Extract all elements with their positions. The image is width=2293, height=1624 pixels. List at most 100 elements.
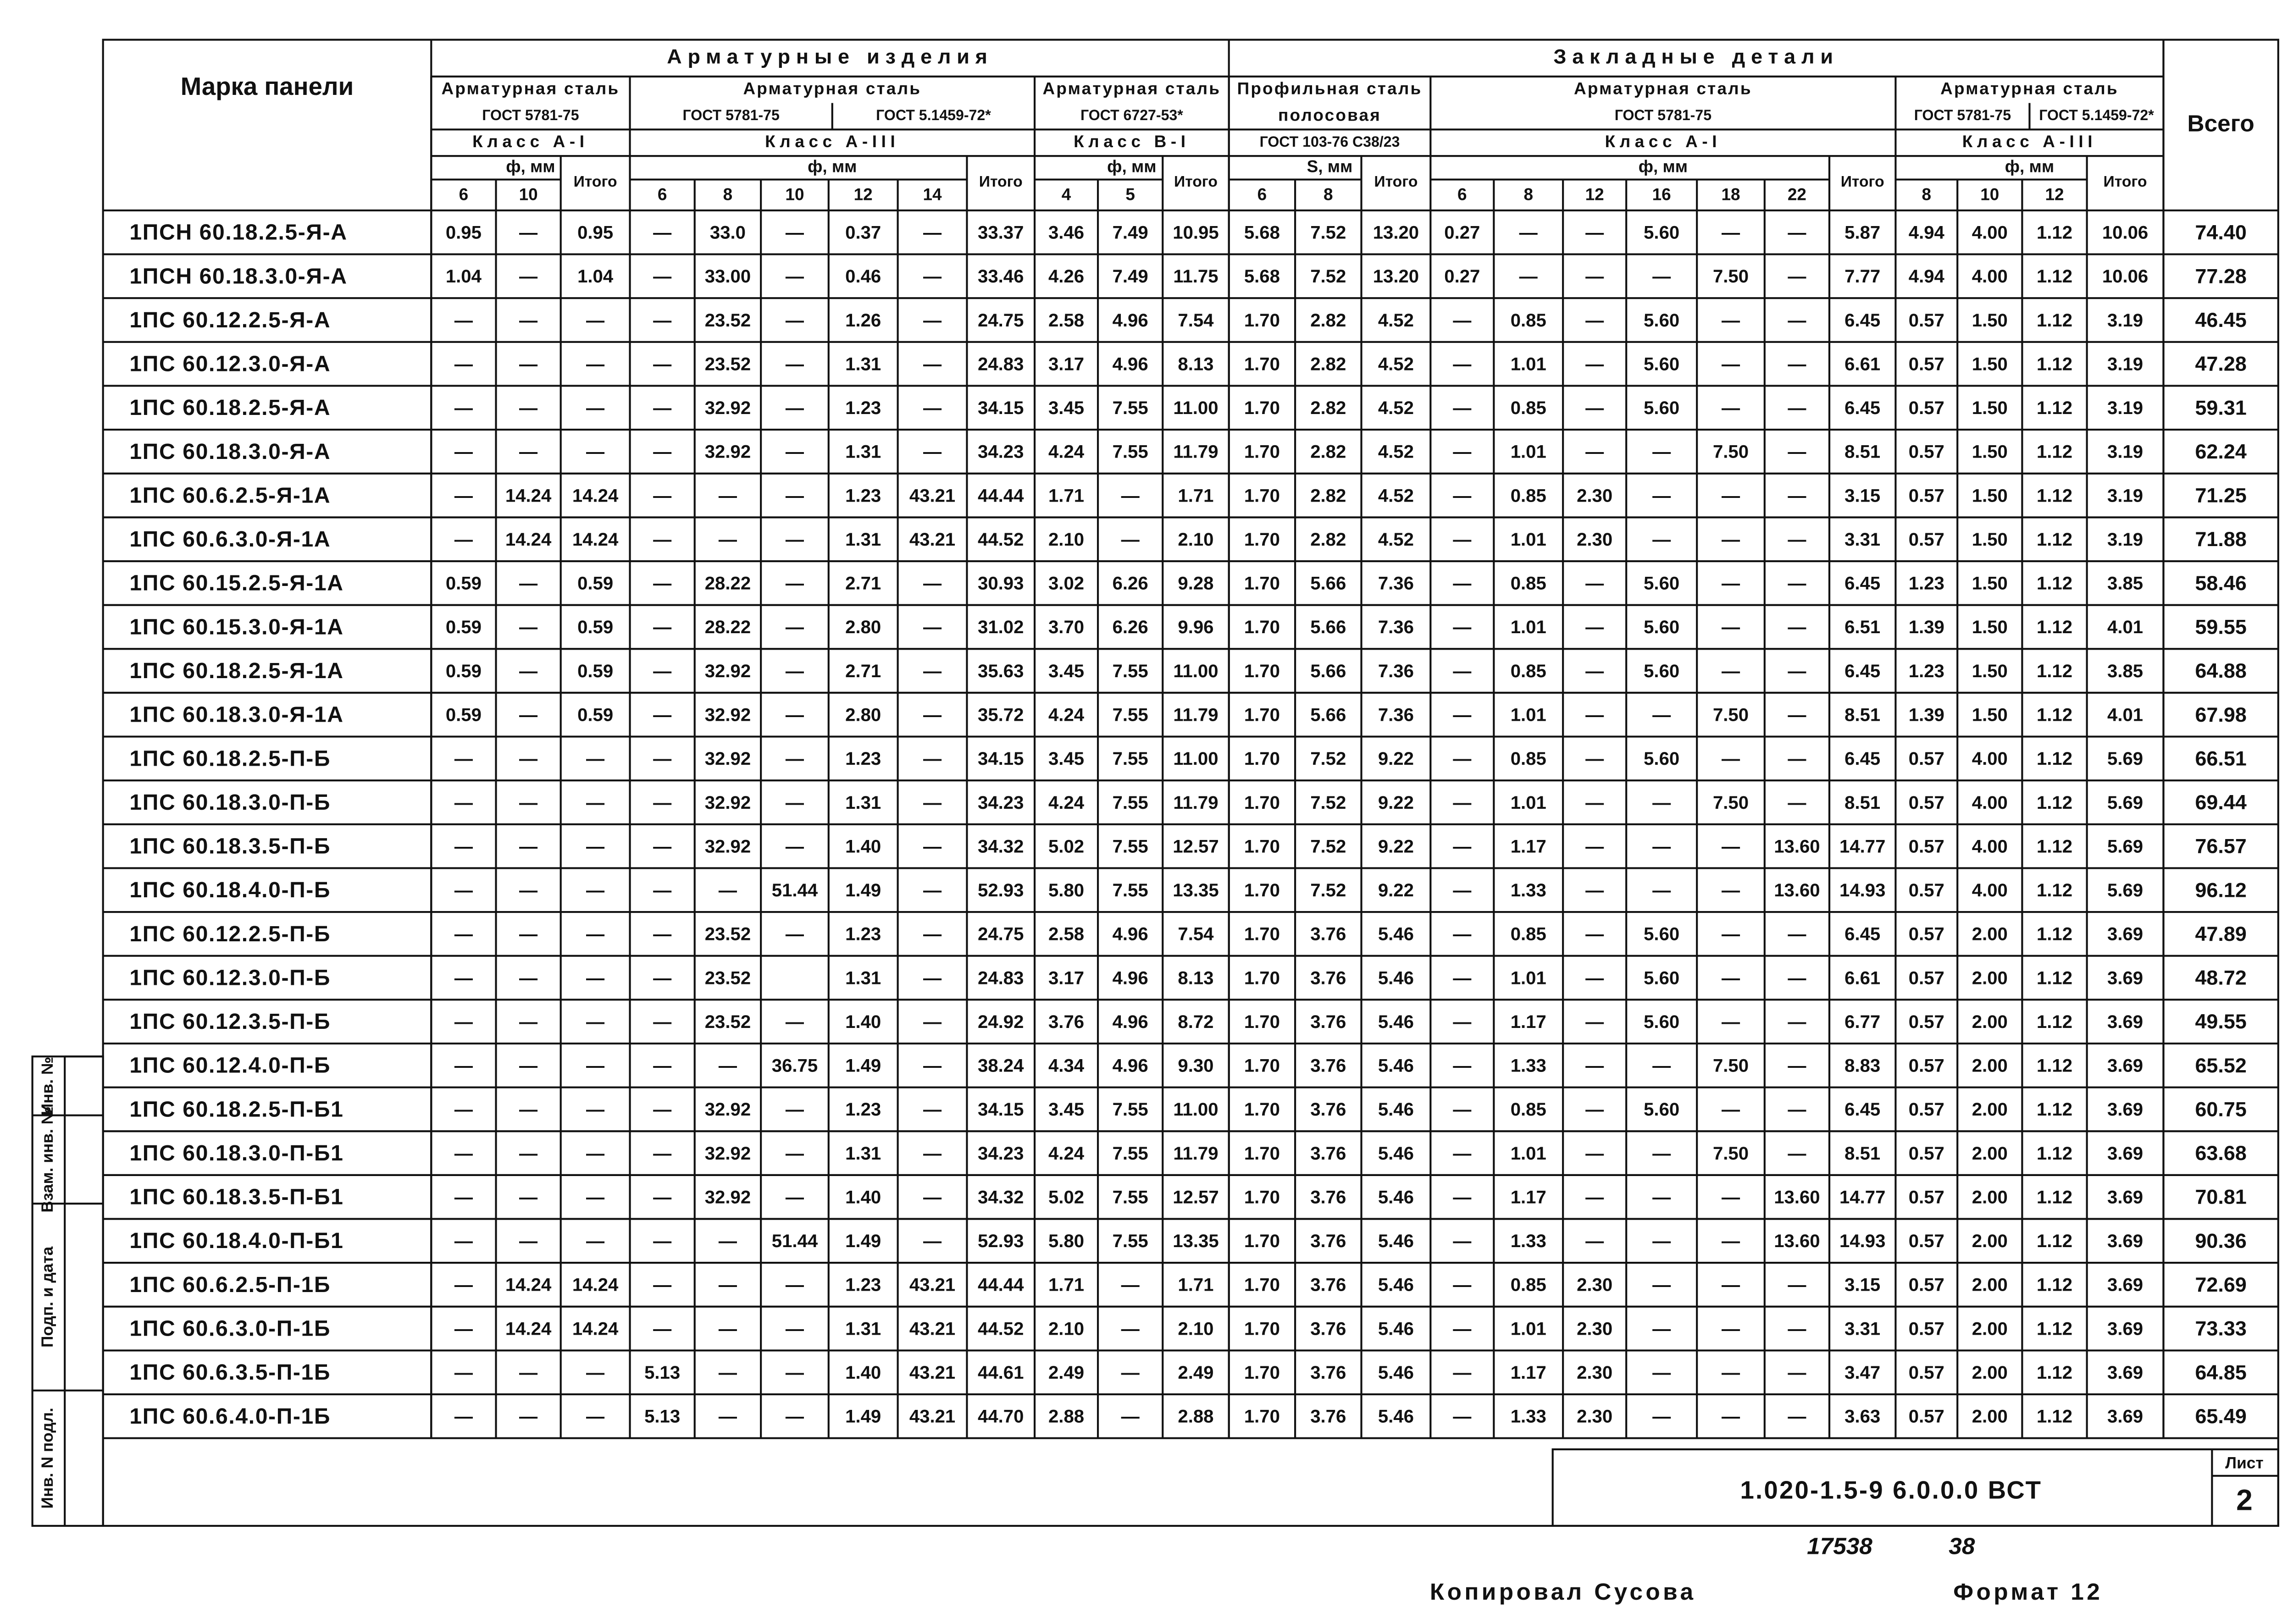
cell: — [586, 749, 605, 769]
cell: 1.01 [1511, 442, 1546, 462]
cell: 1.70 [1244, 749, 1280, 769]
cell: 7.36 [1378, 617, 1414, 637]
gost: ГОСТ 103-76 С38/23 [1260, 133, 1400, 150]
side-label: Подп. и дата [39, 1246, 56, 1348]
cell: — [1585, 793, 1604, 813]
cell: — [1788, 1056, 1806, 1076]
cell: 5.60 [1644, 574, 1679, 594]
cell: 3.76 [1310, 1056, 1346, 1076]
cell: 7.55 [1113, 398, 1148, 418]
cell: — [719, 1275, 737, 1295]
cell: 6.51 [1844, 617, 1880, 637]
cell: 1.40 [845, 1363, 881, 1383]
cell: 3.19 [2107, 530, 2143, 550]
cell: 1.17 [1511, 1012, 1546, 1032]
cell: — [1788, 1275, 1806, 1295]
cell: 0.57 [1909, 880, 1944, 900]
cell: 4.24 [1048, 1143, 1085, 1164]
steel-class: Класс A-I [1605, 132, 1722, 151]
cell: 7.52 [1310, 266, 1346, 287]
cell: — [1788, 705, 1806, 725]
cell: 1.70 [1244, 836, 1280, 856]
cell: — [786, 705, 804, 725]
cell: — [1585, 574, 1604, 594]
cell: 1.70 [1244, 661, 1280, 681]
cell: 43.21 [909, 1407, 955, 1427]
cell: 23.52 [705, 354, 751, 374]
doc-code: 1.020-1.5-9 6.0.0.0 ВСТ [1740, 1476, 2043, 1504]
cell: — [1585, 1099, 1604, 1120]
cell: 43.21 [909, 1319, 955, 1339]
cell: — [586, 1363, 605, 1383]
size: 6 [1257, 185, 1267, 204]
cell: — [653, 705, 672, 725]
panel-mark: 1ПС 60.12.3.0-П-Б [129, 965, 331, 990]
panel-mark: 1ПС 60.6.2.5-П-1Б [129, 1272, 331, 1297]
cell: — [786, 1012, 804, 1032]
cell: 63.68 [2195, 1141, 2246, 1165]
cell: 4.94 [1909, 266, 1945, 287]
cell: — [1722, 661, 1740, 681]
cell: 1.33 [1511, 1407, 1546, 1427]
frame [102, 39, 2279, 1527]
cell: 71.25 [2195, 484, 2246, 507]
cell: 5.87 [1844, 223, 1880, 243]
cell: 5.60 [1644, 310, 1679, 331]
cell: — [1652, 486, 1671, 506]
cell: — [1722, 1275, 1740, 1295]
cell: 5.60 [1644, 924, 1679, 945]
cell: 1.12 [2037, 793, 2072, 813]
cell: 0.85 [1511, 661, 1546, 681]
cell: — [586, 354, 605, 374]
cell: 30.93 [978, 574, 1024, 594]
cell: 5.60 [1644, 661, 1679, 681]
size: 12 [854, 185, 873, 204]
cell: 0.85 [1511, 924, 1546, 945]
cell: 1.70 [1244, 924, 1280, 945]
cell: 1.71 [1048, 1275, 1084, 1295]
cell: 3.76 [1310, 1275, 1346, 1295]
cell: — [653, 354, 672, 374]
cell: 0.59 [446, 705, 482, 725]
cell: 9.30 [1178, 1056, 1213, 1076]
cell: 1.12 [2037, 617, 2072, 637]
cell: 74.40 [2195, 221, 2246, 244]
panel-mark: 1ПС 60.6.2.5-Я-1А [129, 483, 331, 508]
cell: — [1453, 442, 1472, 462]
cell: — [1453, 398, 1472, 418]
cell: 1.50 [1972, 442, 2008, 462]
cell: — [586, 924, 605, 945]
cell: 0.59 [577, 574, 613, 594]
cell: — [923, 1012, 942, 1032]
cell: 32.92 [705, 442, 751, 462]
cell: 5.46 [1378, 1187, 1414, 1207]
cell: — [1585, 836, 1604, 856]
cell: — [786, 530, 804, 550]
cell: 1.26 [845, 310, 881, 331]
cell: 5.66 [1310, 574, 1346, 594]
cell: 0.57 [1909, 1275, 1944, 1295]
cell: 0.59 [446, 574, 482, 594]
cell: — [923, 617, 942, 637]
cell: 1.70 [1244, 617, 1280, 637]
sheet-number: 2 [2236, 1484, 2253, 1517]
cell: 1.70 [1244, 1099, 1280, 1120]
cell: 7.54 [1178, 310, 1214, 331]
cell: 5.80 [1048, 880, 1084, 900]
cell: 0.95 [577, 223, 613, 243]
cell: 1.01 [1511, 968, 1546, 988]
cell: 3.69 [2107, 968, 2143, 988]
cell: 1.12 [2037, 398, 2072, 418]
dimension: ф, мм [1639, 157, 1688, 176]
cell: — [1788, 530, 1806, 550]
subgroup-title: Арматурная сталь [1574, 79, 1752, 98]
panel-mark: 1ПС 60.12.2.5-Я-А [129, 308, 331, 332]
cell: 52.93 [978, 1231, 1024, 1251]
cell: 96.12 [2195, 878, 2246, 901]
cell: 10.95 [1173, 223, 1219, 243]
cell: — [1585, 617, 1604, 637]
size: Итого [2104, 173, 2147, 190]
size: 5 [1125, 185, 1135, 204]
cell: 7.55 [1113, 661, 1148, 681]
